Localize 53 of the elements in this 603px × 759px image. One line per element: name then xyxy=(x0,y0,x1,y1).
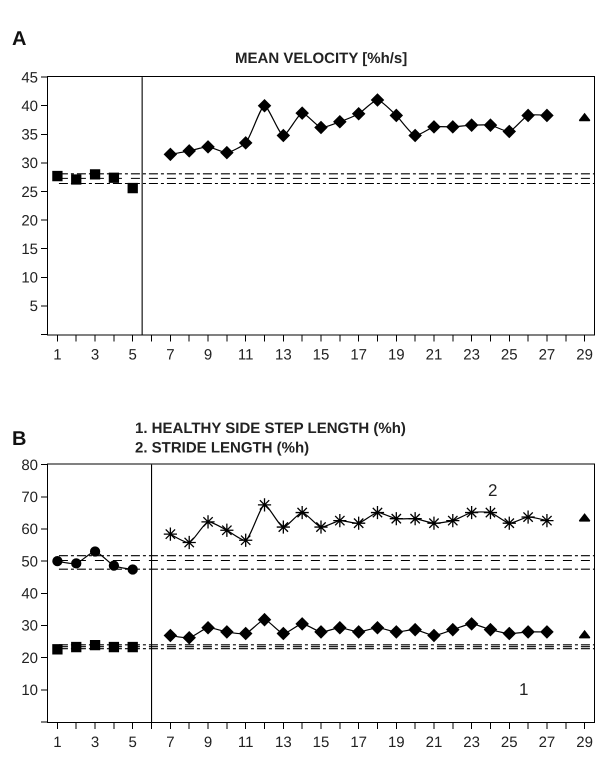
x-tick-label: 9 xyxy=(204,734,212,751)
chart-title: 1. HEALTHY SIDE STEP LENGTH (%h) 2. STRIDE LENGTH (%h) xyxy=(135,420,406,456)
y-tick-label: 20 xyxy=(21,650,38,667)
x-tick-label: 23 xyxy=(463,734,480,751)
x-tick-label: 27 xyxy=(538,734,556,751)
y-tick-label: 15 xyxy=(21,240,38,258)
x-tick-label: 27 xyxy=(538,346,556,364)
x-tick-label: 13 xyxy=(274,734,292,751)
x-tick-label: 29 xyxy=(576,346,593,364)
y-tick-label: 70 xyxy=(21,489,38,506)
x-tick-label: 15 xyxy=(312,734,330,751)
x-tick-label: 23 xyxy=(463,346,480,364)
y-tick-label: 10 xyxy=(21,270,38,287)
x-tick-label: 13 xyxy=(274,346,292,364)
x-tick-label: 5 xyxy=(128,346,137,364)
x-tick-label: 19 xyxy=(388,734,405,751)
annotation: 1 xyxy=(519,680,528,699)
x-tick-label: 11 xyxy=(238,734,254,751)
y-tick-label: 30 xyxy=(21,618,38,635)
chart-title: MEAN VELOCITY [%h/s] xyxy=(235,50,408,67)
x-tick-label: 19 xyxy=(388,346,405,364)
x-tick-label: 1 xyxy=(53,346,62,364)
x-tick-label: 21 xyxy=(426,346,442,364)
x-tick-label: 5 xyxy=(128,734,137,751)
text: A xyxy=(12,28,26,50)
y-tick-label: 5 xyxy=(30,298,38,316)
x-tick-label: 25 xyxy=(500,734,518,751)
x-tick-label: 17 xyxy=(350,734,368,751)
x-tick-label: 9 xyxy=(204,346,212,364)
y-tick-label: 40 xyxy=(21,586,38,603)
y-tick-label: 45 xyxy=(21,69,38,86)
y-tick-label: 30 xyxy=(21,155,38,172)
annotation: 2 xyxy=(488,481,498,500)
y-tick-label: 20 xyxy=(21,212,38,230)
text: B xyxy=(12,428,26,450)
y-tick-label: 35 xyxy=(21,126,38,144)
x-tick-label: 3 xyxy=(90,346,100,364)
x-tick-label: 17 xyxy=(350,346,368,364)
y-tick-label: 80 xyxy=(21,456,38,474)
x-tick-label: 7 xyxy=(166,734,175,751)
x-tick-label: 29 xyxy=(576,734,593,751)
x-tick-label: 1 xyxy=(53,734,62,751)
x-tick-label: 21 xyxy=(426,734,442,751)
y-tick-label: 10 xyxy=(21,682,38,700)
y-tick-label: 25 xyxy=(21,184,38,201)
x-tick-label: 3 xyxy=(90,734,100,751)
x-tick-label: 15 xyxy=(312,346,330,364)
y-tick-label: 50 xyxy=(21,553,38,570)
y-tick-label: 40 xyxy=(21,98,38,115)
y-tick-label: 60 xyxy=(21,521,38,538)
x-tick-label: 25 xyxy=(500,346,518,364)
x-tick-label: 11 xyxy=(238,346,254,364)
x-tick-label: 7 xyxy=(166,346,175,364)
